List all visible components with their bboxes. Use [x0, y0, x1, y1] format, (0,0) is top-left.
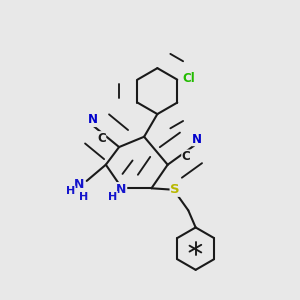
- Text: Cl: Cl: [182, 72, 195, 85]
- Text: H: H: [66, 186, 75, 196]
- Text: H: H: [79, 192, 88, 202]
- Text: C: C: [97, 132, 106, 145]
- Text: H: H: [108, 191, 117, 202]
- Text: C: C: [182, 150, 190, 163]
- Text: N: N: [88, 113, 98, 127]
- Text: S: S: [170, 183, 180, 196]
- Text: N: N: [116, 183, 127, 196]
- Text: N: N: [192, 133, 202, 146]
- Text: N: N: [74, 178, 85, 191]
